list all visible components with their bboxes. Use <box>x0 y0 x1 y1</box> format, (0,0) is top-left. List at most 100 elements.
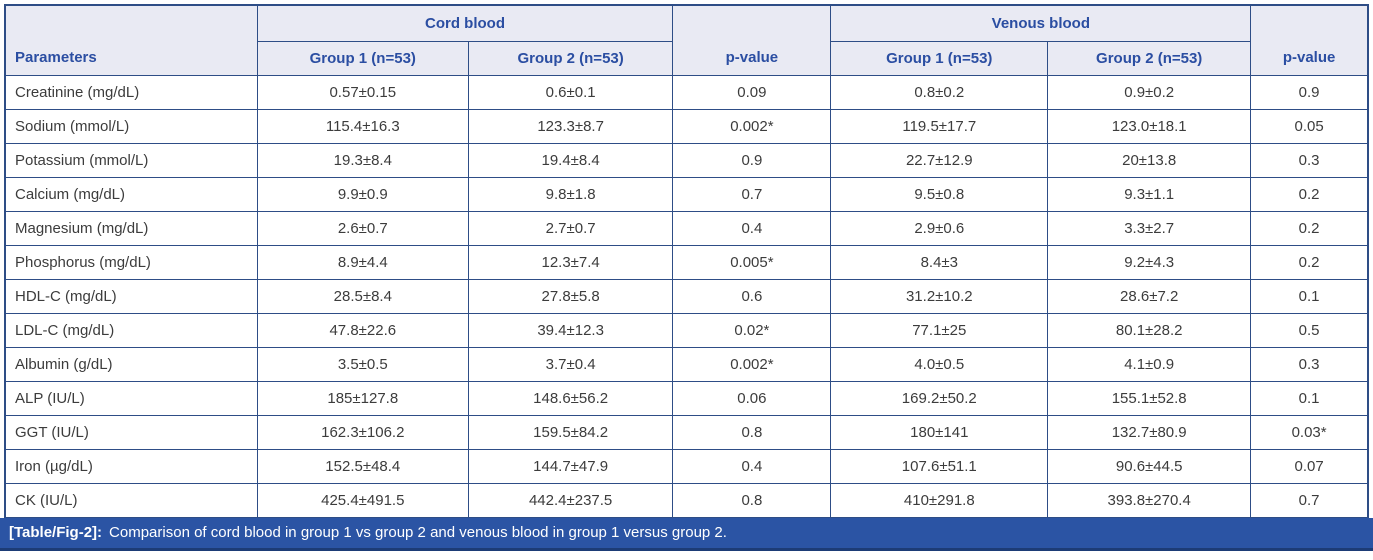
cord-group1-cell: 28.5±8.4 <box>256 278 469 314</box>
cord-group1-cell: 162.3±106.2 <box>256 414 469 450</box>
venous-group1-cell: 107.6±51.1 <box>830 448 1049 484</box>
cord-group2-cell: 2.7±0.7 <box>467 210 674 246</box>
venous-group2-cell: 9.3±1.1 <box>1047 176 1252 212</box>
parameter-cell: Albumin (g/dL) <box>4 346 258 382</box>
col-group-cord-blood: Cord blood <box>256 4 674 42</box>
table-row: Phosphorus (mg/dL) 8.9±4.4 12.3±7.4 0.00… <box>4 244 1369 280</box>
table-row: HDL-C (mg/dL) 28.5±8.4 27.8±5.8 0.6 31.2… <box>4 278 1369 314</box>
cord-pvalue-cell: 0.002* <box>672 108 832 144</box>
venous-group1-cell: 8.4±3 <box>830 244 1049 280</box>
col-group-venous-blood: Venous blood <box>830 4 1252 42</box>
cord-group1-cell: 8.9±4.4 <box>256 244 469 280</box>
cord-group2-cell: 442.4±237.5 <box>467 482 674 518</box>
col-header-parameters: Parameters <box>4 4 258 76</box>
col-header-cord-group2: Group 2 (n=53) <box>467 40 674 76</box>
venous-pvalue-cell: 0.3 <box>1250 142 1369 178</box>
venous-pvalue-cell: 0.7 <box>1250 482 1369 518</box>
venous-group1-cell: 0.8±0.2 <box>830 74 1049 110</box>
venous-group1-cell: 22.7±12.9 <box>830 142 1049 178</box>
table-row: CK (IU/L) 425.4±491.5 442.4±237.5 0.8 41… <box>4 482 1369 518</box>
col-header-venous-group2: Group 2 (n=53) <box>1047 40 1252 76</box>
venous-group1-cell: 119.5±17.7 <box>830 108 1049 144</box>
venous-pvalue-cell: 0.05 <box>1250 108 1369 144</box>
cord-group1-cell: 425.4±491.5 <box>256 482 469 518</box>
venous-pvalue-cell: 0.03* <box>1250 414 1369 450</box>
venous-group2-cell: 80.1±28.2 <box>1047 312 1252 348</box>
venous-pvalue-cell: 0.07 <box>1250 448 1369 484</box>
venous-group2-cell: 132.7±80.9 <box>1047 414 1252 450</box>
cord-group2-cell: 148.6±56.2 <box>467 380 674 416</box>
parameter-cell: Iron (µg/dL) <box>4 448 258 484</box>
cord-pvalue-cell: 0.8 <box>672 482 832 518</box>
parameter-cell: Creatinine (mg/dL) <box>4 74 258 110</box>
venous-group2-cell: 90.6±44.5 <box>1047 448 1252 484</box>
col-header-pvalue-cord: p-value <box>672 4 832 76</box>
venous-group2-cell: 4.1±0.9 <box>1047 346 1252 382</box>
cord-group2-cell: 39.4±12.3 <box>467 312 674 348</box>
cord-group2-cell: 123.3±8.7 <box>467 108 674 144</box>
cord-pvalue-cell: 0.6 <box>672 278 832 314</box>
venous-group2-cell: 20±13.8 <box>1047 142 1252 178</box>
venous-group1-cell: 31.2±10.2 <box>830 278 1049 314</box>
cord-group2-cell: 19.4±8.4 <box>467 142 674 178</box>
cord-group1-cell: 3.5±0.5 <box>256 346 469 382</box>
venous-group1-cell: 4.0±0.5 <box>830 346 1049 382</box>
cord-group2-cell: 159.5±84.2 <box>467 414 674 450</box>
venous-group2-cell: 3.3±2.7 <box>1047 210 1252 246</box>
venous-pvalue-cell: 0.2 <box>1250 176 1369 212</box>
parameter-cell: Phosphorus (mg/dL) <box>4 244 258 280</box>
cord-pvalue-cell: 0.002* <box>672 346 832 382</box>
table-row: Potassium (mmol/L) 19.3±8.4 19.4±8.4 0.9… <box>4 142 1369 178</box>
venous-pvalue-cell: 0.5 <box>1250 312 1369 348</box>
venous-group1-cell: 169.2±50.2 <box>830 380 1049 416</box>
table-row: Magnesium (mg/dL) 2.6±0.7 2.7±0.7 0.4 2.… <box>4 210 1369 246</box>
col-header-pvalue-venous: p-value <box>1250 4 1369 76</box>
cord-group2-cell: 3.7±0.4 <box>467 346 674 382</box>
col-header-venous-group1: Group 1 (n=53) <box>830 40 1049 76</box>
cord-group2-cell: 144.7±47.9 <box>467 448 674 484</box>
table-row: Albumin (g/dL) 3.5±0.5 3.7±0.4 0.002* 4.… <box>4 346 1369 382</box>
venous-pvalue-cell: 0.1 <box>1250 380 1369 416</box>
parameter-cell: LDL-C (mg/dL) <box>4 312 258 348</box>
cord-group1-cell: 115.4±16.3 <box>256 108 469 144</box>
comparison-table: Parameters Cord blood p-value Venous blo… <box>4 4 1369 518</box>
cord-group1-cell: 9.9±0.9 <box>256 176 469 212</box>
table-header: Parameters Cord blood p-value Venous blo… <box>4 4 1369 76</box>
venous-group2-cell: 28.6±7.2 <box>1047 278 1252 314</box>
cord-pvalue-cell: 0.06 <box>672 380 832 416</box>
col-header-cord-group1: Group 1 (n=53) <box>256 40 469 76</box>
venous-pvalue-cell: 0.9 <box>1250 74 1369 110</box>
table-row: ALP (IU/L) 185±127.8 148.6±56.2 0.06 169… <box>4 380 1369 416</box>
cord-pvalue-cell: 0.4 <box>672 448 832 484</box>
parameter-cell: HDL-C (mg/dL) <box>4 278 258 314</box>
cord-group1-cell: 152.5±48.4 <box>256 448 469 484</box>
table-row: Creatinine (mg/dL) 0.57±0.15 0.6±0.1 0.0… <box>4 74 1369 110</box>
venous-group2-cell: 155.1±52.8 <box>1047 380 1252 416</box>
parameter-cell: GGT (IU/L) <box>4 414 258 450</box>
table-row: LDL-C (mg/dL) 47.8±22.6 39.4±12.3 0.02* … <box>4 312 1369 348</box>
venous-group2-cell: 9.2±4.3 <box>1047 244 1252 280</box>
venous-group1-cell: 77.1±25 <box>830 312 1049 348</box>
venous-pvalue-cell: 0.2 <box>1250 244 1369 280</box>
cord-group2-cell: 12.3±7.4 <box>467 244 674 280</box>
table-row: Calcium (mg/dL) 9.9±0.9 9.8±1.8 0.7 9.5±… <box>4 176 1369 212</box>
venous-group1-cell: 180±141 <box>830 414 1049 450</box>
venous-group1-cell: 9.5±0.8 <box>830 176 1049 212</box>
venous-group2-cell: 393.8±270.4 <box>1047 482 1252 518</box>
cord-pvalue-cell: 0.4 <box>672 210 832 246</box>
cord-group2-cell: 27.8±5.8 <box>467 278 674 314</box>
cord-group2-cell: 9.8±1.8 <box>467 176 674 212</box>
parameter-cell: Calcium (mg/dL) <box>4 176 258 212</box>
parameter-cell: Potassium (mmol/L) <box>4 142 258 178</box>
venous-pvalue-cell: 0.3 <box>1250 346 1369 382</box>
venous-pvalue-cell: 0.2 <box>1250 210 1369 246</box>
header-row-groups: Parameters Cord blood p-value Venous blo… <box>4 4 1369 76</box>
venous-pvalue-cell: 0.1 <box>1250 278 1369 314</box>
cord-group1-cell: 2.6±0.7 <box>256 210 469 246</box>
cord-pvalue-cell: 0.7 <box>672 176 832 212</box>
caption-text: Comparison of cord blood in group 1 vs g… <box>109 524 727 541</box>
cord-group2-cell: 0.6±0.1 <box>467 74 674 110</box>
table-row: Iron (µg/dL) 152.5±48.4 144.7±47.9 0.4 1… <box>4 448 1369 484</box>
parameter-cell: Sodium (mmol/L) <box>4 108 258 144</box>
parameter-cell: CK (IU/L) <box>4 482 258 518</box>
